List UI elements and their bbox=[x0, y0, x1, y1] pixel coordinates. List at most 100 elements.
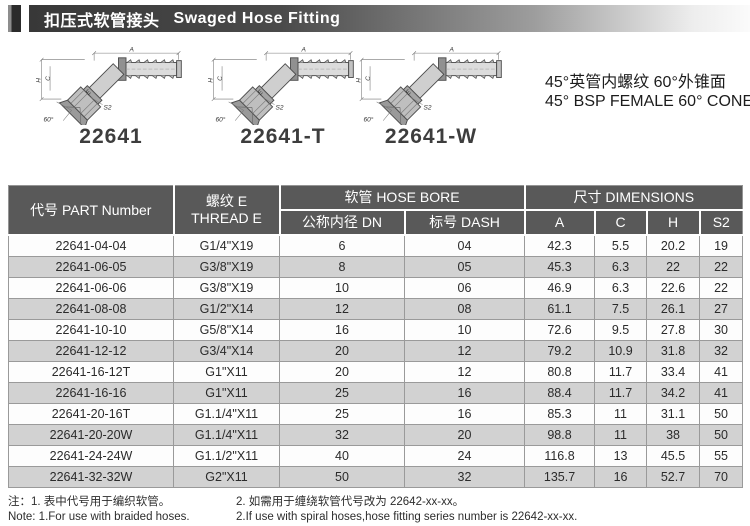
table-cell: 25 bbox=[279, 403, 405, 425]
table-cell: 27.8 bbox=[646, 319, 701, 341]
table-cell: 31.8 bbox=[646, 340, 701, 362]
table-cell: G3/8"X19 bbox=[173, 277, 280, 299]
product-figure-22641-t: A H C E S2 60° 22641-T bbox=[208, 45, 358, 149]
dim-label-60deg: 60° bbox=[44, 116, 54, 124]
dim-label-60deg: 60° bbox=[364, 116, 374, 124]
fitting-drawing: A H C E S2 60° bbox=[208, 45, 358, 129]
table-cell: 9.5 bbox=[594, 319, 648, 341]
catalog-page: 扣压式软管接头 Swaged Hose Fitting bbox=[0, 5, 750, 525]
table-cell: 22641-06-05 bbox=[8, 256, 174, 278]
spec-table-body: 22641-04-04 G1/4"X19 6 04 42.3 5.5 20.2 19 22641… bbox=[8, 234, 744, 488]
table-cell: G3/4"X14 bbox=[173, 340, 280, 362]
note-zh-2: 2. 如需用于缠绕软管代号改为 22642-xx-xx。 bbox=[236, 496, 465, 508]
table-cell: 22 bbox=[699, 277, 744, 299]
table-cell: 61.1 bbox=[524, 298, 596, 320]
table-cell: 22641-12-12 bbox=[8, 340, 174, 362]
table-cell: G1/4"X19 bbox=[173, 234, 280, 257]
table-row: 22641-32-32W G2"X11 50 32 135.7 16 52.7 70 bbox=[8, 466, 744, 488]
page-title-en: Swaged Hose Fitting bbox=[173, 9, 341, 27]
table-cell: 55 bbox=[699, 445, 744, 467]
dim-label-a: A bbox=[448, 46, 454, 53]
table-cell: 45.5 bbox=[646, 445, 701, 467]
table-row: 22641-10-10 G5/8"X14 16 10 72.6 9.5 27.8 30 bbox=[8, 319, 744, 341]
table-cell: 20.2 bbox=[646, 234, 701, 257]
table-cell: 20 bbox=[403, 424, 526, 446]
table-cell: 5.5 bbox=[594, 234, 648, 257]
title-accent-bar bbox=[8, 5, 21, 32]
table-cell: 30 bbox=[699, 319, 744, 341]
table-row: 22641-24-24W G1.1/2"X11 40 24 116.8 13 45.5 55 bbox=[8, 445, 744, 467]
dim-label-c: C bbox=[45, 76, 52, 81]
col-header-thread-en: THREAD E bbox=[191, 210, 262, 226]
table-cell: 50 bbox=[279, 466, 405, 488]
table-cell: 16 bbox=[594, 466, 648, 488]
table-cell: G1/2"X14 bbox=[173, 298, 280, 320]
table-cell: 79.2 bbox=[524, 340, 596, 362]
table-cell: 12 bbox=[279, 298, 405, 320]
table-row: 22641-06-05 G3/8"X19 8 05 45.3 6.3 22 22 bbox=[8, 256, 744, 278]
note-en-1: Note: 1.For use with braided hoses. bbox=[8, 511, 190, 523]
dim-label-60deg: 60° bbox=[216, 116, 226, 124]
table-cell: 6 bbox=[279, 234, 405, 257]
description-line-zh: 45°英管内螺纹 60°外锥面 bbox=[545, 74, 726, 91]
table-cell: 19 bbox=[699, 234, 744, 257]
dim-label-h: H bbox=[356, 78, 363, 83]
table-cell: G1"X11 bbox=[173, 382, 280, 404]
product-figure-22641-w: A H C E S2 60° 22641-W bbox=[356, 45, 506, 149]
table-cell: 13 bbox=[594, 445, 648, 467]
table-cell: 25 bbox=[279, 382, 405, 404]
table-cell: 34.2 bbox=[646, 382, 701, 404]
spec-table-header: 代号 PART Number 螺纹 E THREAD E 软管 HOSE BOR… bbox=[8, 185, 743, 236]
table-cell: 05 bbox=[403, 256, 526, 278]
dim-label-e: E bbox=[257, 88, 265, 96]
note-zh-1: 注：1. 表中代号用于编织软管。 bbox=[8, 496, 171, 508]
dim-label-c: C bbox=[217, 76, 224, 81]
table-row: 22641-06-06 G3/8"X19 10 06 46.9 6.3 22.6 22 bbox=[8, 277, 744, 299]
table-cell: 20 bbox=[279, 340, 405, 362]
table-cell: 88.4 bbox=[524, 382, 596, 404]
table-cell: 70 bbox=[699, 466, 744, 488]
dim-label-e: E bbox=[405, 88, 413, 96]
dim-label-e: E bbox=[85, 88, 93, 96]
product-label: 22641-W bbox=[384, 125, 478, 148]
table-cell: 22641-16-12T bbox=[8, 361, 174, 383]
table-cell: G5/8"X14 bbox=[173, 319, 280, 341]
table-cell: 38 bbox=[646, 424, 701, 446]
table-cell: 22641-20-20W bbox=[8, 424, 174, 446]
table-cell: G2"X11 bbox=[173, 466, 280, 488]
table-cell: 72.6 bbox=[524, 319, 596, 341]
table-cell: 26.1 bbox=[646, 298, 701, 320]
table-cell: 16 bbox=[403, 382, 526, 404]
table-row: 22641-16-12T G1"X11 20 12 80.8 11.7 33.4 41 bbox=[8, 361, 744, 383]
table-cell: 16 bbox=[403, 403, 526, 425]
table-cell: 10.9 bbox=[594, 340, 648, 362]
table-cell: 20 bbox=[279, 361, 405, 383]
table-cell: 52.7 bbox=[646, 466, 701, 488]
table-cell: 41 bbox=[699, 382, 744, 404]
dim-label-h: H bbox=[36, 78, 43, 83]
dim-label-a: A bbox=[300, 46, 306, 53]
table-cell: 22641-32-32W bbox=[8, 466, 174, 488]
table-cell: 6.3 bbox=[594, 256, 648, 278]
fitting-45-elbow-drawing: A H C E S2 60° bbox=[356, 46, 502, 129]
table-cell: 04 bbox=[403, 234, 526, 257]
table-cell: G3/8"X19 bbox=[173, 256, 280, 278]
fitting-45-elbow-drawing: A H C E S2 60° bbox=[208, 46, 354, 129]
notes-block: 注：1. 表中代号用于编织软管。 2. 如需用于缠绕软管代号改为 22642-x… bbox=[8, 495, 750, 525]
title-bar: 扣压式软管接头 Swaged Hose Fitting bbox=[29, 5, 750, 32]
dim-label-s2: S2 bbox=[104, 104, 112, 111]
table-cell: 135.7 bbox=[524, 466, 596, 488]
table-cell: 12 bbox=[403, 361, 526, 383]
table-cell: 22641-10-10 bbox=[8, 319, 174, 341]
table-cell: G1.1/4"X11 bbox=[173, 424, 280, 446]
product-label: 22641 bbox=[79, 125, 143, 148]
fitting-drawing: A H C E S2 60° bbox=[356, 45, 506, 129]
table-cell: 11.7 bbox=[594, 382, 648, 404]
dim-label-a: A bbox=[128, 46, 134, 53]
table-cell: 22641-06-06 bbox=[8, 277, 174, 299]
col-header-h: H bbox=[645, 209, 701, 236]
table-cell: 22641-24-24W bbox=[8, 445, 174, 467]
table-row: 22641-04-04 G1/4"X19 6 04 42.3 5.5 20.2 19 bbox=[8, 234, 744, 257]
table-cell: 16 bbox=[279, 319, 405, 341]
col-group-dimensions: 尺寸 DIMENSIONS bbox=[523, 185, 743, 211]
